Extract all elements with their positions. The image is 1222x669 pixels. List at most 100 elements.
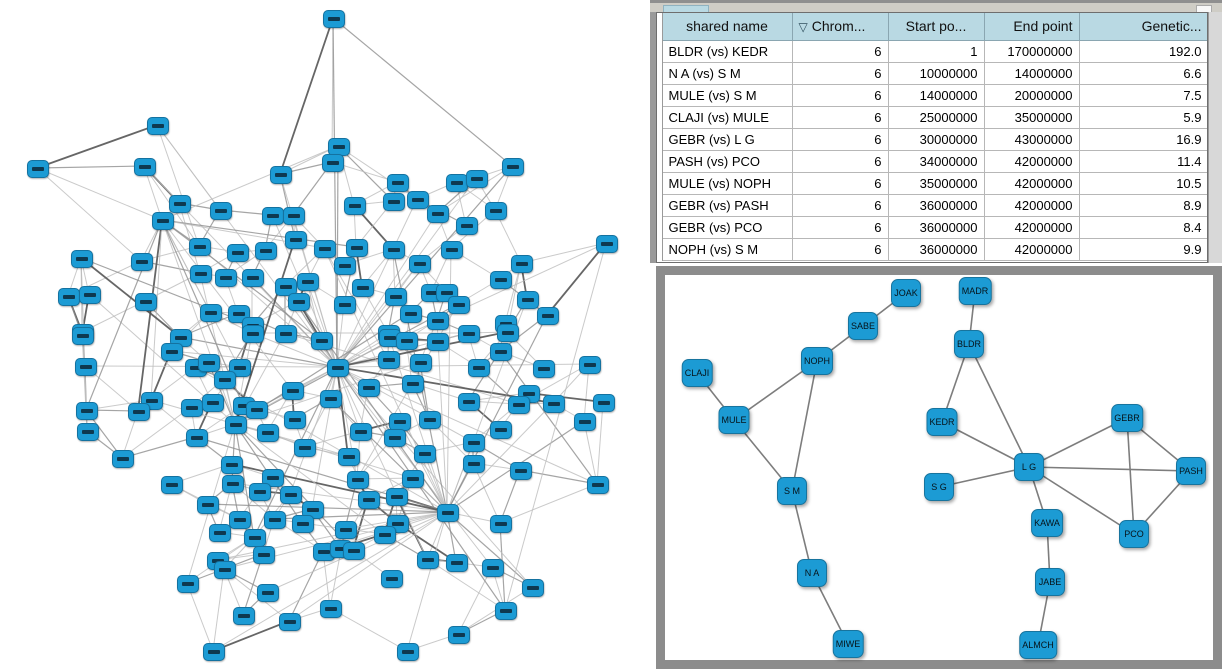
cell-shared-name[interactable]: NOPH (vs) S M xyxy=(661,237,793,261)
network-node[interactable] xyxy=(253,546,275,564)
cell-genetic-distance[interactable]: 10.5 xyxy=(1078,171,1207,195)
network-node[interactable] xyxy=(490,421,512,439)
network-node[interactable] xyxy=(76,402,98,420)
network-node[interactable] xyxy=(593,394,615,412)
network-node[interactable] xyxy=(215,269,237,287)
cell-end-point[interactable]: 42000000 xyxy=(983,237,1080,261)
network-node[interactable] xyxy=(417,551,439,569)
cell-chromosome[interactable]: 6 xyxy=(791,149,889,173)
network-node[interactable] xyxy=(270,166,292,184)
network-node-s-g[interactable]: S G xyxy=(924,473,954,501)
network-node[interactable] xyxy=(386,488,408,506)
table-row[interactable]: GEBR (vs) PASH 6 36000000 42000000 8.9 xyxy=(657,193,1207,217)
network-node[interactable] xyxy=(427,205,449,223)
network-node[interactable] xyxy=(280,486,302,504)
network-node-n-a[interactable]: N A xyxy=(797,559,827,587)
network-node[interactable] xyxy=(297,273,319,291)
cell-chromosome[interactable]: 6 xyxy=(791,237,889,261)
network-node[interactable] xyxy=(169,195,191,213)
network-node[interactable] xyxy=(152,212,174,230)
cell-shared-name[interactable]: CLAJI (vs) MULE xyxy=(661,105,793,129)
network-node[interactable] xyxy=(255,242,277,260)
cell-start-position[interactable]: 30000000 xyxy=(887,127,985,151)
network-node[interactable] xyxy=(283,207,305,225)
cell-shared-name[interactable]: BLDR (vs) KEDR xyxy=(661,39,793,63)
network-node[interactable] xyxy=(262,207,284,225)
network-node[interactable] xyxy=(463,434,485,452)
cell-start-position[interactable]: 36000000 xyxy=(887,215,985,239)
network-node-almch[interactable]: ALMCH xyxy=(1019,631,1057,659)
table-row[interactable]: GEBR (vs) PCO 6 36000000 42000000 8.4 xyxy=(657,215,1207,239)
network-node[interactable] xyxy=(320,600,342,618)
network-node[interactable] xyxy=(596,235,618,253)
network-node[interactable] xyxy=(257,424,279,442)
network-node[interactable] xyxy=(385,288,407,306)
column-header-end-point[interactable]: End point xyxy=(983,13,1080,41)
network-node[interactable] xyxy=(135,293,157,311)
cell-end-point[interactable]: 14000000 xyxy=(983,61,1080,85)
table-row[interactable]: BLDR (vs) KEDR 6 1 170000000 192.0 xyxy=(657,39,1207,63)
network-node[interactable] xyxy=(128,403,150,421)
network-node-sabe[interactable]: SABE xyxy=(847,312,879,340)
network-node[interactable] xyxy=(446,554,468,572)
network-node[interactable] xyxy=(446,174,468,192)
network-node[interactable] xyxy=(134,158,156,176)
network-node-claji[interactable]: CLAJI xyxy=(681,359,713,387)
network-node[interactable] xyxy=(490,343,512,361)
cell-genetic-distance[interactable]: 7.5 xyxy=(1078,83,1207,107)
cell-genetic-distance[interactable]: 8.9 xyxy=(1078,193,1207,217)
network-node[interactable] xyxy=(482,559,504,577)
table-row[interactable]: GEBR (vs) L G 6 30000000 43000000 16.9 xyxy=(657,127,1207,151)
network-node[interactable] xyxy=(323,10,345,28)
network-node-kawa[interactable]: KAWA xyxy=(1031,509,1063,537)
network-node[interactable] xyxy=(448,626,470,644)
network-node-bldr[interactable]: BLDR xyxy=(953,330,985,358)
cell-end-point[interactable]: 170000000 xyxy=(983,39,1080,63)
network-node[interactable] xyxy=(358,491,380,509)
network-node-gebr[interactable]: GEBR xyxy=(1111,404,1143,432)
network-node[interactable] xyxy=(419,411,441,429)
cell-end-point[interactable]: 42000000 xyxy=(983,171,1080,195)
network-node[interactable] xyxy=(490,515,512,533)
table-row[interactable]: NOPH (vs) S M 6 36000000 42000000 9.9 xyxy=(657,237,1207,261)
network-node[interactable] xyxy=(320,390,342,408)
network-node[interactable] xyxy=(495,602,517,620)
network-node[interactable] xyxy=(72,327,94,345)
cell-start-position[interactable]: 14000000 xyxy=(887,83,985,107)
network-node[interactable] xyxy=(352,279,374,297)
network-node[interactable] xyxy=(490,271,512,289)
network-node-pco[interactable]: PCO xyxy=(1119,520,1149,548)
cell-genetic-distance[interactable]: 5.9 xyxy=(1078,105,1207,129)
network-node[interactable] xyxy=(275,325,297,343)
network-node[interactable] xyxy=(383,193,405,211)
cell-chromosome[interactable]: 6 xyxy=(791,215,889,239)
network-node-l-g[interactable]: L G xyxy=(1014,453,1044,481)
network-node[interactable] xyxy=(378,351,400,369)
network-node[interactable] xyxy=(466,170,488,188)
network-node[interactable] xyxy=(543,395,565,413)
column-header-chrom[interactable]: ▽ Chrom... xyxy=(791,13,889,41)
network-node[interactable] xyxy=(508,396,530,414)
network-node[interactable] xyxy=(311,332,333,350)
cell-genetic-distance[interactable]: 8.4 xyxy=(1078,215,1207,239)
network-node[interactable] xyxy=(79,286,101,304)
cell-shared-name[interactable]: GEBR (vs) PCO xyxy=(661,215,793,239)
network-node[interactable] xyxy=(292,515,314,533)
cell-shared-name[interactable]: MULE (vs) NOPH xyxy=(661,171,793,195)
network-node[interactable] xyxy=(242,269,264,287)
network-node[interactable] xyxy=(468,359,490,377)
cell-chromosome[interactable]: 6 xyxy=(791,83,889,107)
network-node[interactable] xyxy=(200,304,222,322)
filter-icon[interactable]: ▽ xyxy=(798,20,808,35)
network-node[interactable] xyxy=(510,462,532,480)
network-node[interactable] xyxy=(522,579,544,597)
network-node[interactable] xyxy=(322,154,344,172)
network-node[interactable] xyxy=(197,496,219,514)
network-node[interactable] xyxy=(214,371,236,389)
network-node[interactable] xyxy=(203,643,225,661)
network-node[interactable] xyxy=(517,291,539,309)
column-header-shared-name[interactable]: shared name xyxy=(661,13,793,41)
network-node[interactable] xyxy=(458,325,480,343)
cell-genetic-distance[interactable]: 16.9 xyxy=(1078,127,1207,151)
network-node[interactable] xyxy=(402,375,424,393)
